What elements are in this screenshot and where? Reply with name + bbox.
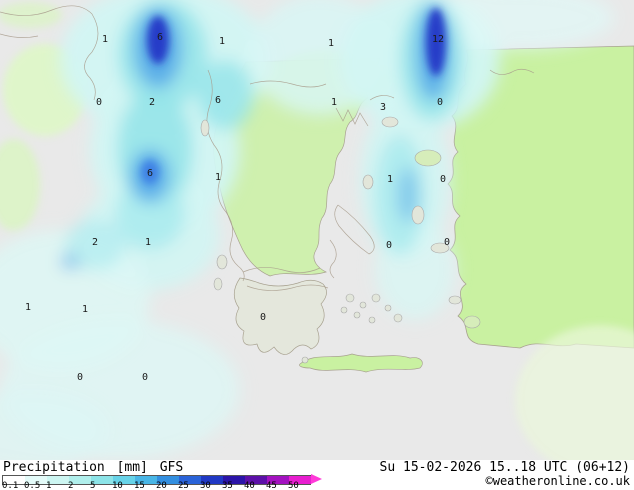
- precipitation-fields: [0, 0, 615, 460]
- legend-tick-label: 35: [222, 481, 233, 490]
- legend-ticks: 0.1 0.5 1 2 5 10 15 20 25 30 35 40 45 50: [2, 482, 310, 490]
- colorbar-row: [2, 474, 322, 485]
- legend-colorbar-arrow-icon: [311, 474, 322, 484]
- legend-color-segment: [289, 476, 311, 484]
- valid-datetime: Su 15-02-2026 15..18 UTC (06+12): [379, 460, 630, 475]
- coastlines: [0, 5, 535, 291]
- legend-color-segment: [91, 476, 113, 484]
- legend-tick-label: 2: [68, 481, 74, 490]
- land-peloponnese: [233, 277, 327, 355]
- legend-unit: [mm]: [116, 460, 148, 475]
- legend-tick-label: 20: [156, 481, 167, 490]
- legend-color-segment: [201, 476, 223, 484]
- map-area: 1 6 1 1 12 0 2 6 1 3 0 6 1 1 0 2 1 0 0 1 1 0 0 0: [0, 0, 634, 460]
- legend-tick-label: 10: [112, 481, 123, 490]
- legend-tick-label: 45: [266, 481, 277, 490]
- legend-tick-label: 15: [134, 481, 145, 490]
- legend-tick-label: 25: [178, 481, 189, 490]
- legend-title: Precipitation: [3, 460, 105, 475]
- legend-tick-label: 50: [288, 481, 299, 490]
- legend-color-segment: [179, 476, 201, 484]
- legend-color-segment: [157, 476, 179, 484]
- land-crete: [299, 353, 423, 373]
- precipitation-map: [0, 0, 634, 460]
- legend-color-segment: [69, 476, 91, 484]
- legend-color-segment: [47, 476, 69, 484]
- legend-color-segment: [245, 476, 267, 484]
- legend-tick-label: 40: [244, 481, 255, 490]
- legend-tick-label: 30: [200, 481, 211, 490]
- legend-tick-label: 0.1: [2, 481, 19, 490]
- legend-color-segment: [3, 476, 25, 484]
- legend-colorbar: [2, 475, 311, 485]
- legend-title-row: Precipitation [mm] GFS: [3, 461, 187, 474]
- legend-color-segment: [25, 476, 47, 484]
- legend-color-segment: [113, 476, 135, 484]
- legend-color-segment: [135, 476, 157, 484]
- legend-footer: Precipitation [mm] GFS 0.1 0.5 1 2 5 10 15 20 25…: [0, 460, 634, 490]
- land-patch-se: [515, 325, 634, 460]
- legend-tick-label: 5: [90, 481, 96, 490]
- legend-tick-label: 1: [46, 481, 52, 490]
- islands: [200, 116, 481, 364]
- legend-right: Su 15-02-2026 15..18 UTC (06+12) ©weathe…: [380, 461, 630, 488]
- legend-model: GFS: [159, 460, 184, 475]
- copyright: ©weatheronline.co.uk: [485, 474, 631, 488]
- land-regions: [0, 2, 634, 460]
- legend-color-segment: [223, 476, 245, 484]
- legend-color-segment: [267, 476, 289, 484]
- legend-tick-label: 0.5: [24, 481, 41, 490]
